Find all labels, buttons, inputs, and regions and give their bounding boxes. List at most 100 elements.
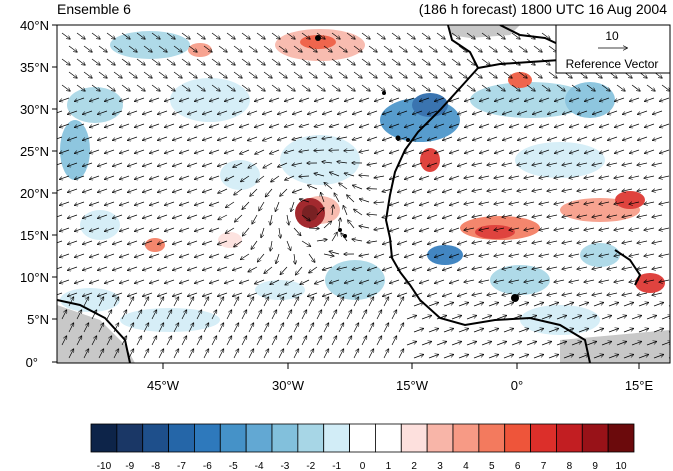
wind-vector	[653, 110, 663, 114]
wind-vector	[398, 297, 404, 307]
wind-vector	[158, 349, 164, 359]
wind-vector	[458, 240, 468, 244]
wind-vector	[578, 303, 588, 307]
wind-vector	[525, 149, 535, 153]
wind-vector	[195, 201, 205, 205]
wind-vector	[570, 97, 580, 101]
wind-vector	[165, 279, 175, 283]
wind-vector	[98, 323, 104, 333]
wind-vector	[308, 297, 314, 307]
colorbar-swatch	[349, 423, 376, 453]
wind-vector	[458, 355, 468, 359]
wind-vector	[166, 336, 172, 346]
wind-vector	[83, 349, 89, 359]
wind-vector	[345, 123, 355, 127]
wind-vector	[451, 84, 460, 91]
wind-vector	[276, 253, 280, 264]
wind-vector	[622, 163, 633, 165]
wind-vector	[105, 279, 115, 283]
wind-vector	[293, 45, 302, 52]
wind-vector	[203, 188, 213, 192]
wind-vector	[428, 303, 438, 307]
latitude-axis: 40°N 35°N 30°N 25°N 20°N 15°N 10°N 5°N 0…	[20, 18, 57, 370]
wind-vector	[135, 227, 145, 231]
wind-vector	[280, 266, 288, 274]
wind-vector	[652, 163, 663, 165]
wind-vector	[136, 336, 142, 346]
wind-vector	[75, 123, 85, 127]
wind-vector	[405, 201, 415, 205]
colorbar-label: 3	[437, 461, 443, 471]
wind-vector	[646, 316, 656, 320]
wind-vector	[211, 84, 220, 91]
wind-vector	[173, 71, 182, 78]
wind-vector	[158, 297, 164, 307]
wind-vector	[374, 202, 385, 203]
wind-vector	[195, 253, 205, 257]
wind-vector	[330, 279, 340, 283]
wind-vector	[599, 176, 610, 178]
lon-label-45w: 45°W	[147, 378, 180, 393]
wind-vector	[225, 97, 235, 101]
wind-vector	[128, 266, 138, 270]
wind-vector	[264, 266, 273, 273]
wind-vector	[165, 97, 175, 101]
wind-vector	[472, 189, 483, 191]
wind-vector	[98, 71, 107, 78]
wind-vector	[571, 316, 581, 320]
colorbar-swatch	[504, 423, 531, 453]
wind-vector	[413, 136, 423, 140]
wind-vector	[165, 227, 175, 231]
wind-vector	[278, 349, 284, 359]
wind-vector	[128, 110, 138, 114]
colorbar-label: 4	[463, 461, 469, 471]
wind-vector	[188, 323, 194, 333]
wind-vector	[292, 136, 303, 140]
wind-vector	[195, 175, 205, 179]
colorbar-label: 10	[616, 461, 628, 471]
wind-vector	[450, 175, 460, 179]
wind-vector	[323, 297, 329, 307]
wind-vector	[533, 71, 542, 78]
wind-vector	[242, 201, 250, 209]
wind-vector	[235, 214, 243, 222]
wind-vector	[91, 310, 97, 320]
wind-vector	[90, 175, 100, 179]
wind-vector	[525, 97, 535, 101]
wind-vector	[263, 162, 273, 168]
wind-vector	[644, 202, 655, 204]
wind-vector	[563, 136, 573, 140]
wind-vector	[270, 279, 280, 284]
wind-vector	[61, 58, 70, 65]
wind-vector	[390, 227, 400, 231]
wind-vector	[105, 149, 115, 153]
wind-vector	[569, 176, 580, 178]
wind-vector	[496, 58, 505, 65]
wind-vector	[339, 183, 348, 190]
wind-vector	[466, 32, 475, 39]
wind-vector	[203, 71, 212, 78]
wind-vector	[210, 175, 220, 179]
wind-vector	[367, 214, 378, 215]
wind-vector	[555, 123, 565, 127]
wind-vector	[533, 110, 543, 114]
wind-vector	[569, 280, 580, 282]
wind-vector	[324, 183, 333, 190]
wind-vector	[135, 97, 145, 101]
wind-vector	[68, 240, 78, 244]
wind-vector	[286, 310, 292, 320]
wind-vector	[518, 110, 528, 114]
wind-vector	[284, 149, 295, 153]
wind-vector	[526, 84, 535, 91]
wind-vector	[113, 162, 123, 166]
wind-vector	[586, 342, 596, 346]
wind-vector	[173, 136, 183, 140]
wind-vector	[540, 149, 550, 153]
wind-vector	[301, 58, 310, 65]
wind-vector	[608, 136, 618, 140]
wind-vector	[413, 303, 423, 307]
colorbar-swatch	[168, 423, 195, 453]
wind-vector	[250, 188, 258, 196]
wind-vector	[450, 227, 460, 231]
colorbar-swatch	[271, 423, 299, 453]
